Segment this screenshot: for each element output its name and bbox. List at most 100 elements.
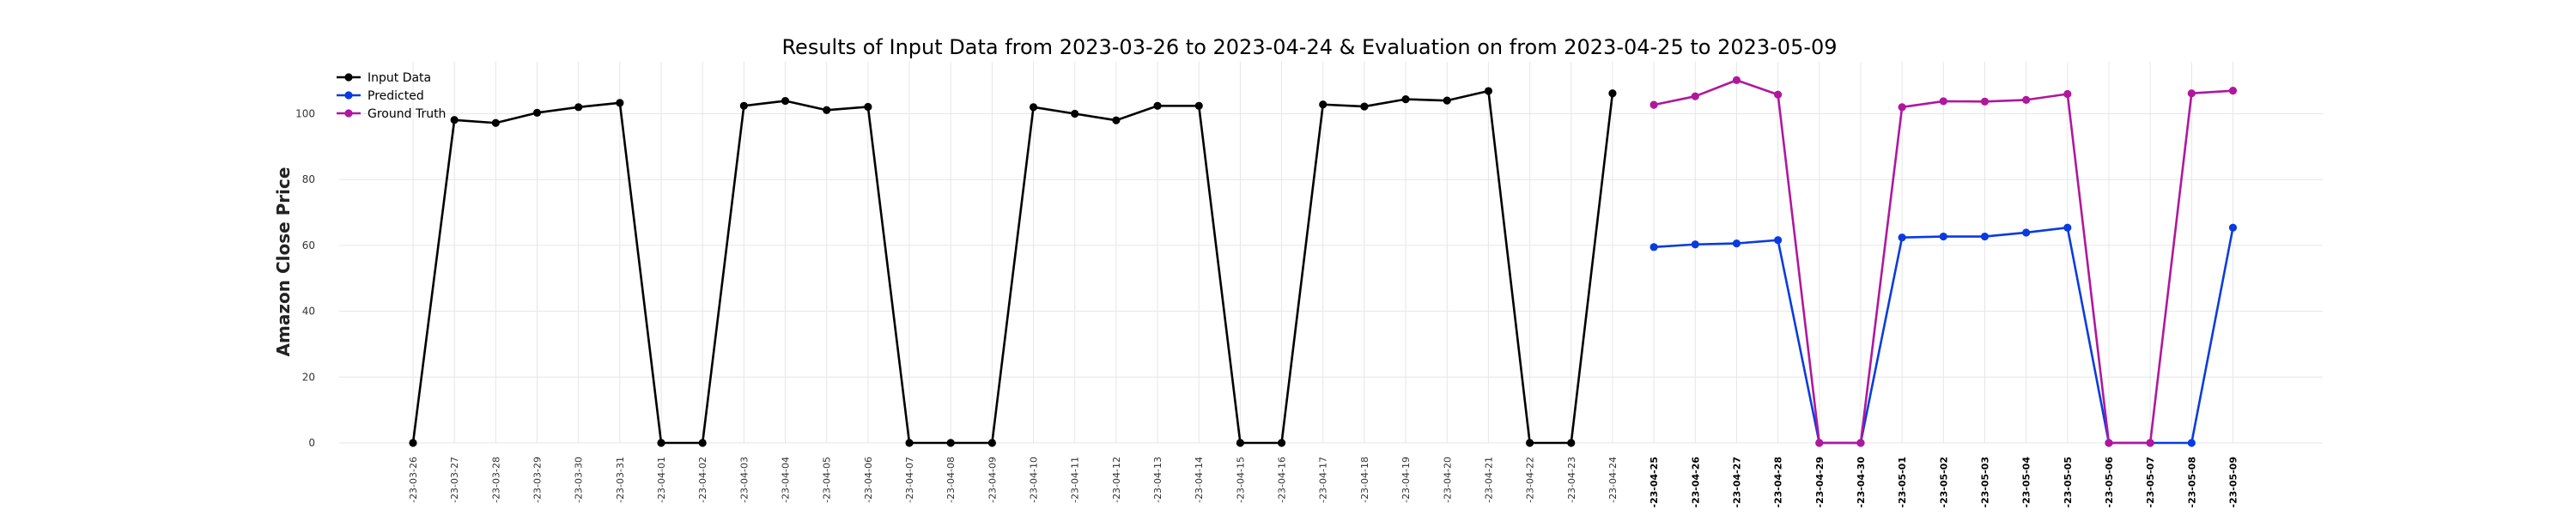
data-point (1980, 97, 1990, 106)
data-point (2063, 89, 2072, 99)
data-point (698, 439, 707, 447)
x-tick-label: -23-04-05 (822, 457, 833, 503)
data-point (2105, 439, 2113, 447)
series-layer (409, 76, 2238, 447)
x-tick-label: -23-04-07 (904, 457, 915, 503)
legend-swatch-marker (344, 73, 353, 82)
x-axis-ticks: -23-03-26 -23-03-27 -23-03-28 -23-03-29 -23-… (408, 457, 2239, 508)
x-tick-label: -23-05-07 (2145, 457, 2156, 508)
x-tick-label: -23-04-03 (738, 457, 750, 503)
data-point (823, 106, 831, 114)
x-tick-label: -23-04-20 (1442, 457, 1453, 503)
data-point (2228, 223, 2238, 232)
x-tick-label: -23-04-11 (1070, 457, 1081, 503)
x-tick-label: -23-04-18 (1359, 457, 1370, 503)
data-point (1525, 439, 1534, 447)
data-point (1277, 439, 1286, 447)
data-point (1649, 243, 1658, 251)
data-point (2022, 95, 2031, 104)
x-tick-label: -23-04-28 (1773, 457, 1784, 508)
data-point (905, 439, 914, 447)
legend-label: Input Data (368, 71, 431, 85)
series-line (411, 89, 1614, 445)
x-tick-label: -23-04-16 (1277, 457, 1288, 503)
data-point (1980, 232, 1990, 241)
data-point (1608, 89, 1617, 98)
data-point (1236, 439, 1244, 447)
x-tick-label: -23-03-30 (574, 457, 585, 503)
data-point (1732, 239, 1741, 248)
x-tick-label: -23-04-22 (1525, 457, 1536, 503)
data-point (1071, 109, 1079, 118)
data-point (2063, 223, 2072, 232)
x-tick-label: -23-04-17 (1318, 457, 1329, 503)
data-point (1029, 103, 1038, 112)
x-tick-label: -23-04-15 (1235, 457, 1246, 503)
x-tick-label: -23-05-06 (2104, 457, 2115, 508)
x-tick-label: -23-04-27 (1731, 457, 1742, 508)
data-point (2228, 87, 2238, 95)
data-point (1153, 101, 1162, 110)
legend-label: Predicted (368, 89, 424, 103)
series-input-data (409, 87, 1617, 447)
y-tick-label: 40 (302, 306, 315, 318)
data-point (2187, 89, 2196, 98)
data-point (2187, 439, 2196, 447)
data-point (1774, 90, 1783, 99)
series-ground-truth (1649, 76, 2238, 447)
x-tick-label: -23-04-24 (1607, 457, 1619, 503)
x-tick-label: -23-04-08 (945, 457, 957, 503)
data-point (409, 439, 417, 447)
x-tick-label: -23-04-12 (1111, 457, 1122, 503)
data-point (1194, 101, 1203, 110)
data-point (1898, 103, 1906, 112)
data-point (1691, 240, 1699, 249)
data-point (657, 439, 665, 447)
data-point (864, 102, 872, 112)
x-tick-label: -23-03-28 (490, 457, 501, 503)
legend: Input Data Predicted Ground Truth (337, 71, 446, 121)
y-tick-label: 20 (302, 371, 315, 383)
y-tick-label: 60 (302, 239, 315, 251)
x-tick-label: -23-04-10 (1029, 457, 1040, 503)
data-point (1112, 116, 1121, 124)
data-point (1691, 92, 1699, 100)
x-tick-label: -23-04-13 (1152, 457, 1163, 503)
legend-item: Ground Truth (337, 107, 446, 121)
data-point (574, 103, 583, 112)
legend-label: Ground Truth (368, 107, 446, 121)
data-point (1484, 87, 1493, 95)
x-tick-label: -23-05-02 (1938, 457, 1949, 508)
data-point (1401, 95, 1410, 104)
x-tick-label: -23-05-08 (2186, 457, 2197, 508)
data-point (532, 108, 542, 117)
data-point (1567, 439, 1576, 447)
y-tick-label: 100 (295, 108, 315, 120)
data-point (1319, 100, 1327, 109)
x-tick-label: -23-03-31 (615, 457, 626, 503)
legend-swatch-marker (344, 91, 353, 100)
x-tick-label: -23-04-02 (697, 457, 708, 503)
data-point (987, 439, 996, 447)
x-tick-label: -23-05-03 (1979, 457, 1990, 508)
x-tick-label: -23-03-29 (532, 457, 544, 503)
x-tick-label: -23-04-23 (1566, 457, 1577, 503)
data-point (1939, 232, 1947, 241)
data-point (1898, 233, 1906, 242)
data-point (1774, 236, 1783, 245)
data-point (2146, 439, 2154, 447)
x-tick-label: -23-04-29 (1814, 457, 1826, 508)
data-point (1360, 102, 1369, 111)
data-point (1856, 439, 1865, 447)
y-tick-label: 0 (308, 437, 315, 449)
data-point (616, 99, 624, 107)
data-point (1732, 76, 1741, 84)
x-tick-label: -23-04-19 (1400, 457, 1412, 503)
x-tick-label: -23-04-30 (1856, 457, 1867, 508)
data-point (1649, 100, 1658, 109)
data-point (946, 439, 955, 447)
data-point (739, 101, 748, 110)
x-tick-label: -23-05-09 (2227, 457, 2239, 508)
data-point (1815, 439, 1824, 447)
